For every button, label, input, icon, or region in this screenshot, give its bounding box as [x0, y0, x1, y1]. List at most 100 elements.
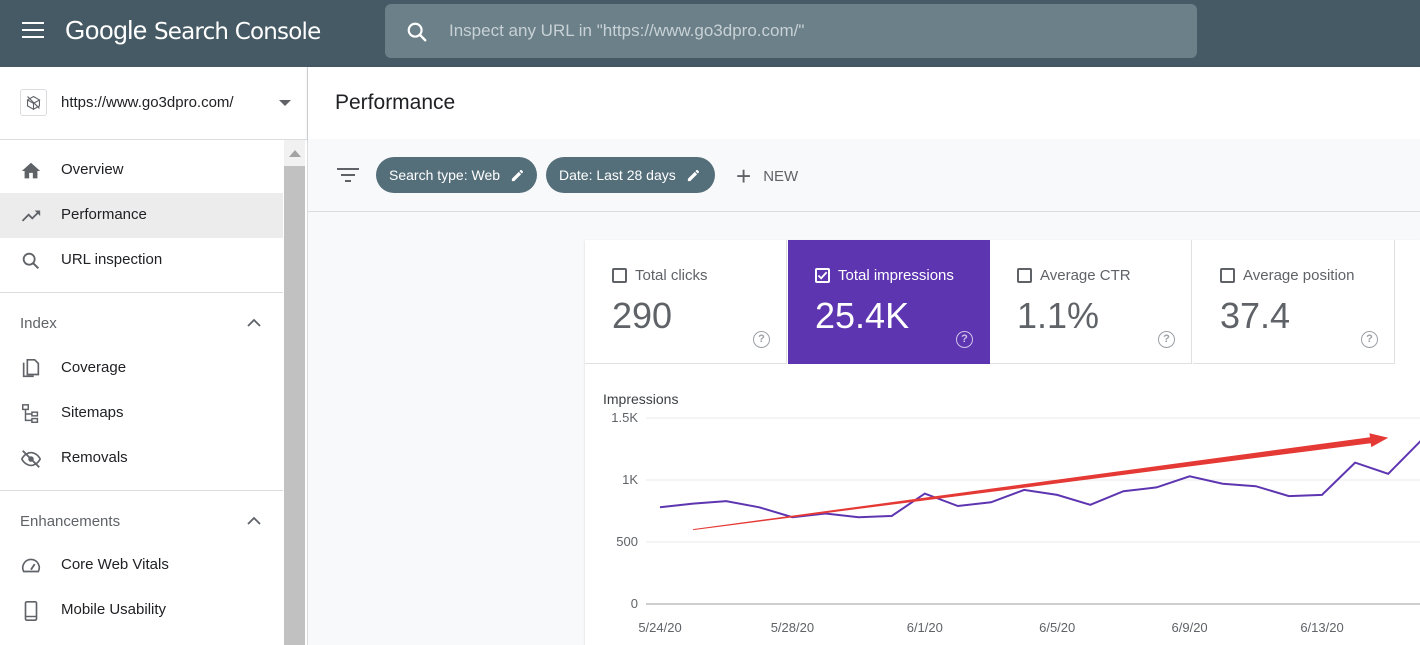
- edit-icon: [511, 169, 524, 181]
- sidebar-item-url-inspection[interactable]: URL inspection: [0, 238, 283, 283]
- metric-label: Total impressions: [838, 267, 954, 284]
- y-tick-label: 500: [616, 534, 638, 549]
- new-filter-label: NEW: [763, 167, 799, 185]
- sidebar-item-label: Coverage: [61, 359, 127, 376]
- y-tick-label: 1.5K: [611, 410, 638, 425]
- metric-label: Average position: [1243, 267, 1355, 284]
- trending-up-icon: [21, 210, 41, 222]
- chevron-up-icon: [247, 318, 261, 327]
- sidebar-item-label: URL inspection: [61, 251, 163, 268]
- menu-icon[interactable]: [22, 22, 44, 40]
- x-tick-label: 6/5/20: [1039, 620, 1075, 635]
- help-icon[interactable]: ?: [956, 331, 973, 348]
- checkbox[interactable]: [612, 268, 627, 283]
- section-index[interactable]: Index: [0, 304, 283, 344]
- search-type-chip[interactable]: Search type: Web: [376, 157, 537, 193]
- metric-label: Total clicks: [635, 267, 708, 284]
- new-filter-button[interactable]: + NEW: [736, 163, 798, 189]
- sidebar-item-label: Core Web Vitals: [61, 556, 169, 573]
- eye-off-icon: [20, 450, 42, 468]
- metric-label: Average CTR: [1040, 267, 1131, 284]
- gauge-icon: [21, 558, 41, 573]
- impressions-chart: Impressions 1.5K 1K 500 05/24/20 5/28/20 6/1/…: [603, 391, 1420, 635]
- sidebar-scrollbar[interactable]: [284, 140, 305, 645]
- search-icon: [407, 22, 427, 42]
- checkbox-checked[interactable]: [815, 268, 830, 283]
- search-input[interactable]: [449, 4, 1169, 58]
- sidebar-item-mobile-usability[interactable]: Mobile Usability: [0, 588, 283, 633]
- app-logo[interactable]: Google Search Console: [65, 15, 321, 46]
- metric-average-ctr[interactable]: Average CTR 1.1% ?: [990, 240, 1192, 364]
- checkbox[interactable]: [1017, 268, 1032, 283]
- date-range-chip[interactable]: Date: Last 28 days: [546, 157, 715, 193]
- check-icon: [817, 271, 828, 280]
- y-tick-label: 1K: [622, 472, 638, 487]
- property-selector[interactable]: https://www.go3dpro.com/: [0, 67, 307, 140]
- sidebar-item-coverage[interactable]: Coverage: [0, 346, 283, 391]
- metric-value: 1.1%: [1017, 295, 1100, 336]
- metric-total-impressions[interactable]: Total impressions 25.4K ?: [788, 240, 990, 364]
- filter-icon[interactable]: [337, 167, 359, 183]
- metric-value: 290: [612, 295, 673, 336]
- logo-product-text: Search Console: [153, 19, 321, 45]
- sidebar: https://www.go3dpro.com/ Overview Perfor…: [0, 67, 308, 645]
- section-title: Index: [20, 315, 57, 332]
- y-tick-label: 0: [631, 596, 638, 611]
- help-icon[interactable]: ?: [1361, 331, 1378, 348]
- sitemap-icon: [22, 404, 39, 423]
- y-axis-label: Impressions: [603, 391, 678, 407]
- x-tick-label: 6/9/20: [1172, 620, 1208, 635]
- x-tick-label: 6/1/20: [907, 620, 943, 635]
- series-lines: [659, 440, 1420, 519]
- metric-value: 37.4: [1220, 295, 1291, 336]
- section-title: Enhancements: [20, 513, 121, 530]
- scroll-up-arrow-icon[interactable]: [289, 150, 301, 157]
- sidebar-item-sitemaps[interactable]: Sitemaps: [0, 391, 283, 436]
- logo-google-text: Google: [65, 15, 148, 45]
- search-icon: [22, 252, 40, 270]
- help-icon[interactable]: ?: [753, 331, 770, 348]
- impressions-series-line: [659, 440, 1420, 519]
- page-header: Performance: [308, 67, 1420, 139]
- performance-card: Total clicks 290 ? Total impressions 25.…: [585, 240, 1420, 645]
- chevron-down-icon: [279, 100, 291, 106]
- sidebar-item-label: Removals: [61, 449, 128, 466]
- sidebar-item-label: Sitemaps: [61, 404, 124, 421]
- coverage-icon: [22, 359, 40, 378]
- x-tick-label: 5/24/20: [638, 620, 681, 635]
- sidebar-item-overview[interactable]: Overview: [0, 148, 283, 193]
- grid-lines: [646, 417, 1420, 605]
- sidebar-item-label: Mobile Usability: [61, 601, 167, 618]
- x-tick-label: 5/28/20: [771, 620, 814, 635]
- help-icon[interactable]: ?: [1158, 331, 1175, 348]
- top-bar: Google Search Console: [0, 0, 1420, 67]
- metric-average-position[interactable]: Average position 37.4 ?: [1193, 240, 1395, 364]
- chip-label: Search type: Web: [389, 167, 501, 183]
- divider: [0, 490, 283, 491]
- property-url: https://www.go3dpro.com/: [61, 94, 234, 111]
- metric-value: 25.4K: [815, 295, 910, 336]
- sidebar-item-removals[interactable]: Removals: [0, 436, 283, 481]
- axis-ticks: 1.5K 1K 500 05/24/20 5/28/20 6/1/20 6/5/20 6/9/…: [611, 410, 1343, 635]
- page-title: Performance: [335, 91, 456, 114]
- metric-total-clicks[interactable]: Total clicks 290 ?: [585, 240, 787, 364]
- trend-arrow: [693, 433, 1389, 531]
- chip-label: Date: Last 28 days: [559, 167, 676, 183]
- edit-icon: [687, 169, 699, 181]
- plus-icon: +: [736, 161, 752, 191]
- x-tick-label: 6/13/20: [1300, 620, 1343, 635]
- home-icon: [21, 162, 41, 179]
- chevron-up-icon: [247, 516, 261, 525]
- sidebar-item-performance[interactable]: Performance: [0, 193, 283, 238]
- sidebar-item-label: Performance: [61, 206, 147, 223]
- checkbox[interactable]: [1220, 268, 1235, 283]
- filter-bar: Search type: Web Date: Last 28 days + NE…: [308, 139, 1420, 212]
- scrollbar-thumb[interactable]: [284, 166, 305, 645]
- property-favicon-icon: [20, 89, 47, 116]
- phone-icon: [24, 601, 38, 621]
- url-inspect-search: [385, 4, 1197, 58]
- sidebar-item-label: Overview: [61, 161, 124, 178]
- sidebar-item-core-web-vitals[interactable]: Core Web Vitals: [0, 543, 283, 588]
- section-enhancements[interactable]: Enhancements: [0, 502, 283, 542]
- trend-arrow-annotation: [693, 433, 1389, 531]
